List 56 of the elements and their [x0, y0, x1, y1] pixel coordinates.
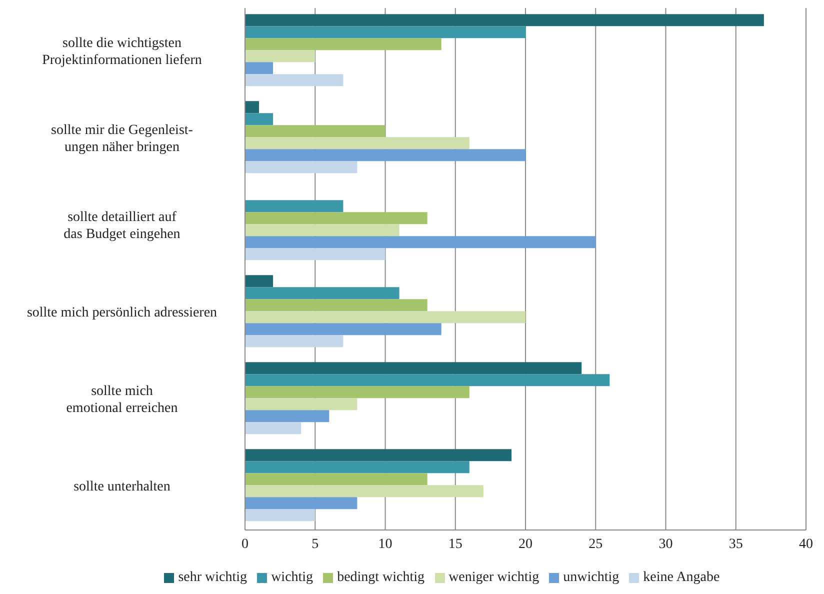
- bar: [245, 137, 470, 150]
- legend-label: sehr wichtig: [178, 570, 248, 585]
- x-tick-label: 0: [242, 536, 248, 552]
- bar: [245, 509, 316, 522]
- y-tick-label: sollte unterhalten: [74, 479, 170, 494]
- bar: [245, 101, 260, 114]
- bar: [245, 335, 344, 348]
- bar: [245, 311, 526, 324]
- bar: [245, 38, 442, 50]
- bar: [245, 161, 358, 174]
- bar: [245, 461, 470, 474]
- x-tick-label: 5: [312, 536, 319, 552]
- x-tick-label: 10: [378, 536, 392, 552]
- x-tick-label: 15: [448, 536, 462, 552]
- bar: [245, 362, 582, 374]
- bar: [245, 62, 274, 74]
- bar: [245, 275, 274, 288]
- y-tick-label: sollte die wichtigsten Projektinformationen liefern: [42, 36, 202, 68]
- legend-label: wichtig: [271, 570, 314, 585]
- bar: [245, 374, 610, 386]
- bar: [245, 410, 330, 422]
- bar: [245, 26, 526, 38]
- bar: [245, 386, 470, 398]
- bar: [245, 50, 316, 62]
- bar: [245, 200, 344, 212]
- x-tick-label: 25: [588, 536, 603, 552]
- legend-label: weniger wichtig: [448, 570, 540, 585]
- y-tick-label: sollte mich persönlich adressieren: [26, 305, 218, 320]
- x-tick-label: 20: [518, 536, 532, 552]
- bar: [245, 248, 386, 260]
- y-tick-label: sollte mir die Gegenleist- ungen näher bringen: [51, 122, 194, 154]
- bar: [245, 224, 400, 236]
- bar: [245, 125, 386, 138]
- y-tick-label: sollte detailliert auf das Budget eingehen: [64, 210, 180, 242]
- x-tick-label: 40: [799, 536, 813, 552]
- bar: [245, 323, 442, 336]
- x-tick-label: 35: [728, 536, 743, 552]
- bar: [245, 449, 512, 462]
- bar: [245, 14, 764, 26]
- bar: [245, 149, 526, 162]
- bar: [245, 113, 274, 126]
- legend-label: keine Angabe: [643, 570, 720, 585]
- bar: [245, 236, 596, 248]
- bar: [245, 398, 358, 410]
- bar: [245, 485, 484, 498]
- bar: [245, 473, 428, 486]
- y-tick-label: sollte mich emotional erreichen: [66, 384, 178, 416]
- bar: [245, 299, 428, 312]
- bar: [245, 422, 302, 434]
- legend-label: unwichtig: [563, 570, 620, 585]
- bar: [245, 287, 400, 300]
- bar: [245, 212, 428, 224]
- x-tick-label: 30: [658, 536, 673, 552]
- bar: [245, 497, 358, 510]
- bar: [245, 74, 344, 86]
- legend-label: bedingt wichtig: [337, 570, 425, 585]
